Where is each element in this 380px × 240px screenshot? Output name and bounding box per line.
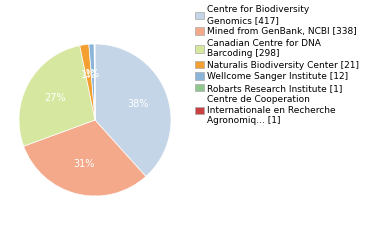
Legend: Centre for Biodiversity
Genomics [417], Mined from GenBank, NCBI [338], Canadian: Centre for Biodiversity Genomics [417], …	[195, 5, 360, 126]
Text: 27%: 27%	[44, 93, 66, 103]
Wedge shape	[80, 44, 95, 120]
Text: 31%: 31%	[73, 159, 95, 169]
Text: 38%: 38%	[127, 99, 148, 109]
Wedge shape	[19, 46, 95, 146]
Wedge shape	[94, 44, 95, 120]
Text: 1%: 1%	[85, 69, 101, 79]
Wedge shape	[24, 120, 146, 196]
Text: 1%: 1%	[81, 70, 96, 80]
Wedge shape	[95, 44, 171, 176]
Wedge shape	[89, 44, 95, 120]
